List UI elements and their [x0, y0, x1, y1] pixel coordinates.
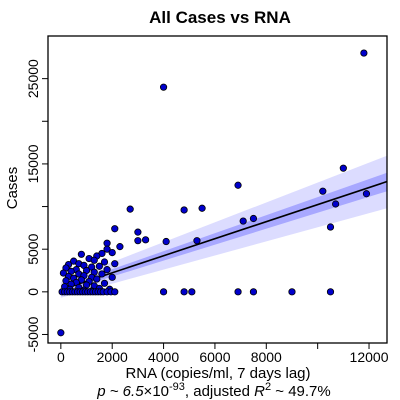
- data-point: [103, 266, 111, 274]
- x-axis-title: RNA (copies/ml, 7 days lag): [125, 365, 310, 382]
- y-axis-title: Cases: [4, 167, 21, 210]
- x-tick-label: 6000: [199, 349, 230, 365]
- data-point: [249, 288, 258, 296]
- x-tick-label: 4000: [148, 349, 179, 365]
- data-point: [116, 243, 124, 251]
- plot-frame: [47, 35, 388, 344]
- data-point: [108, 249, 116, 257]
- data-point: [188, 288, 196, 296]
- data-point: [103, 239, 111, 247]
- data-point: [111, 288, 119, 296]
- x-tick-label: 8000: [251, 349, 282, 365]
- data-point: [180, 206, 188, 214]
- regression-line-group: [60, 180, 387, 291]
- x-tick-label: 0: [57, 349, 65, 365]
- data-point: [108, 273, 116, 281]
- data-point: [93, 275, 101, 283]
- y-tick-label: 5000: [25, 233, 41, 264]
- data-point: [288, 288, 296, 296]
- data-point: [134, 237, 142, 245]
- data-point: [159, 83, 168, 91]
- regression-line: [60, 180, 387, 291]
- data-point: [103, 245, 111, 253]
- data-point: [100, 258, 109, 266]
- data-point: [180, 288, 188, 296]
- data-point: [111, 225, 119, 233]
- y-tick-label: 15000: [25, 144, 41, 183]
- x-tick-label: 12000: [350, 349, 389, 365]
- data-point: [326, 288, 335, 296]
- data-point: [90, 256, 98, 264]
- y-tick-label: 0: [25, 288, 41, 296]
- data-point: [134, 228, 142, 236]
- data-point: [198, 204, 206, 212]
- data-point: [98, 270, 106, 278]
- regression-stats-annotation: p ~ 6.5×10-93, adjusted R2 ~ 49.7%: [96, 381, 330, 400]
- data-point: [57, 329, 65, 337]
- data-point: [234, 181, 242, 189]
- x-tick-label: 2000: [97, 349, 128, 365]
- data-point: [162, 237, 170, 246]
- y-axis: -5000 0 5000 15000 25000: [25, 59, 48, 352]
- data-point: [360, 49, 368, 57]
- data-point: [339, 164, 347, 172]
- data-points: [57, 49, 371, 337]
- data-point: [193, 237, 201, 245]
- data-point: [159, 288, 168, 296]
- data-point: [332, 200, 340, 208]
- data-point: [77, 250, 85, 258]
- data-point: [362, 190, 371, 198]
- chart-title: All Cases vs RNA: [149, 8, 291, 27]
- data-point: [126, 205, 134, 213]
- data-point: [249, 214, 258, 223]
- data-point: [111, 260, 119, 268]
- data-point: [95, 262, 103, 270]
- data-point: [100, 279, 109, 287]
- data-point: [326, 223, 335, 231]
- data-point: [319, 187, 327, 195]
- data-point: [141, 236, 150, 244]
- y-tick-label: -5000: [25, 316, 41, 352]
- data-point: [59, 269, 68, 277]
- data-point: [239, 217, 247, 225]
- x-axis: 0 2000 4000 6000 8000 12000: [57, 343, 389, 365]
- confidence-band: [60, 172, 387, 293]
- data-point: [234, 288, 242, 296]
- y-tick-label: 25000: [25, 59, 41, 98]
